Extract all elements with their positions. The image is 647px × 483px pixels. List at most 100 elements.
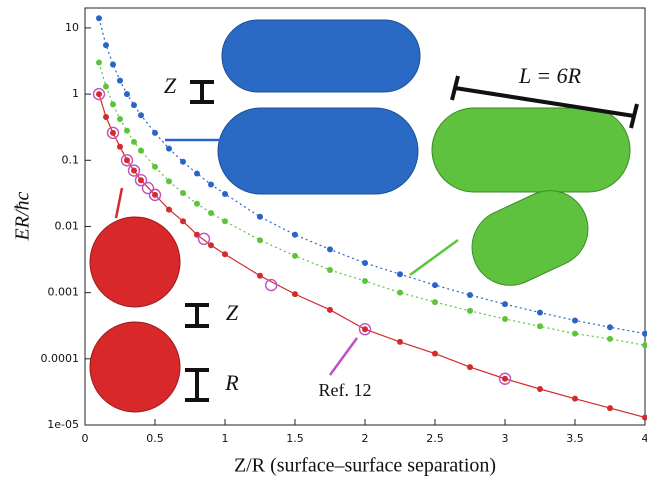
data-point [208,242,214,248]
annotation: Ref. 12 [319,380,372,400]
data-point [110,101,116,107]
x-tick-label: 1.5 [286,432,304,445]
data-point [131,168,137,174]
data-point [208,210,214,216]
blue-cylinder [218,108,418,194]
y-tick-label: 10 [65,21,79,34]
data-point [103,84,109,90]
x-tick-label: 2 [362,432,369,445]
data-point [432,282,438,288]
data-point [117,116,123,122]
data-point [502,376,508,382]
x-tick-label: 0 [82,432,89,445]
data-point [138,177,144,183]
y-tick-label: 1e-05 [47,418,79,431]
data-point [124,91,130,97]
x-tick-label: 2.5 [426,432,444,445]
data-point [180,218,186,224]
data-point [103,42,109,48]
data-point [208,182,214,188]
data-point [537,310,543,316]
blue-cylinder [222,20,420,92]
chart: Z/R (surface–surface separation) ER/ħc 0… [0,0,647,483]
data-point [537,386,543,392]
data-point [96,91,102,97]
data-point [222,251,228,257]
annotation: L = 6R [518,63,582,88]
annotation: Z [164,73,177,98]
data-point [292,291,298,297]
data-point [362,260,368,266]
ref-marker [199,233,210,244]
y-tick-label: 1 [72,87,79,100]
data-point [152,130,158,136]
data-point [327,267,333,273]
data-point [327,307,333,313]
data-point [397,290,403,296]
x-tick-label: 0.5 [146,432,164,445]
annotation: Z [226,300,239,325]
data-point [467,364,473,370]
data-point [572,317,578,323]
red-sphere [90,322,180,412]
data-point [110,62,116,68]
data-point [117,144,123,150]
data-point [257,214,263,220]
data-point [362,326,368,332]
data-point [180,190,186,196]
data-point [131,139,137,145]
data-point [117,78,123,84]
data-point [502,301,508,307]
green-cylinder [460,178,601,298]
annotation: R [224,370,239,395]
data-point [180,159,186,165]
x-tick-label: 3.5 [566,432,584,445]
data-point [110,130,116,136]
data-point [194,201,200,207]
data-point [124,128,130,134]
data-point [138,148,144,154]
data-point [642,414,647,420]
data-point [222,218,228,224]
data-point [467,308,473,314]
data-point [537,323,543,329]
data-point [572,331,578,337]
data-point [131,102,137,108]
data-point [467,292,473,298]
data-point [124,157,130,163]
data-point [257,273,263,279]
data-point [152,164,158,170]
data-point [292,232,298,238]
data-point [642,331,647,337]
data-point [432,299,438,305]
green-cylinder [432,108,630,192]
x-tick-label: 3 [502,432,509,445]
y-tick-label: 0.01 [55,219,80,232]
data-point [96,15,102,21]
data-point [397,339,403,345]
x-tick-label: 4 [642,432,647,445]
data-point [397,271,403,277]
data-point [166,146,172,152]
y-axis-label: ER/ħc [12,191,34,241]
data-point [166,207,172,213]
data-point [152,192,158,198]
data-point [257,237,263,243]
data-point [572,396,578,402]
data-point [607,336,613,342]
data-point [432,351,438,357]
data-point [166,178,172,184]
data-point [607,324,613,330]
data-point [96,60,102,66]
red-sphere [90,217,180,307]
data-point [607,405,613,411]
x-axis-label: Z/R (surface–surface separation) [234,455,496,477]
data-point [194,171,200,177]
data-point [362,278,368,284]
data-point [292,253,298,259]
data-point [138,112,144,118]
data-point [103,114,109,120]
data-point [222,191,228,197]
y-tick-label: 0.001 [48,286,80,299]
y-tick-label: 0.1 [62,153,80,166]
